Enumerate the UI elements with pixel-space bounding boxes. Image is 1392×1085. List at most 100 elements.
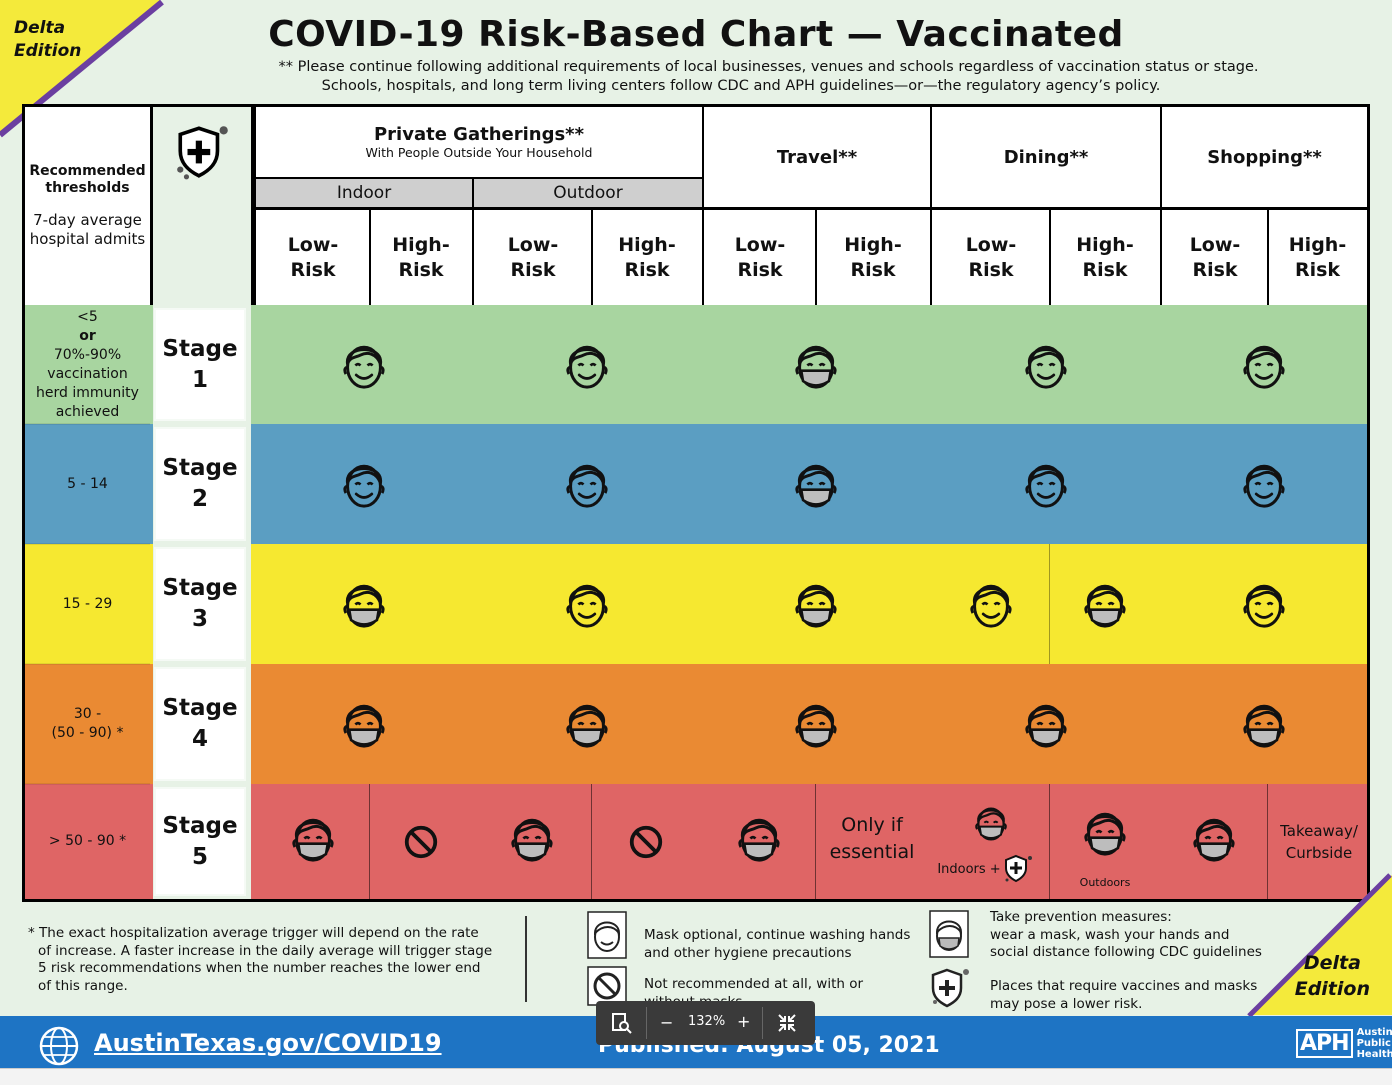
icon-cell: [1079, 803, 1131, 860]
legend-line: Mask optional, continue washing hands: [644, 927, 911, 943]
threshold-line: (50 - 90) *: [51, 725, 124, 741]
masked-face-icon: [795, 465, 837, 509]
aph-name: Austin Public Health: [1357, 1027, 1392, 1060]
indoor-header: Indoor: [256, 177, 472, 207]
icon-cell: [790, 575, 842, 632]
pdf-zoom-toolbar: − 132% +: [596, 1001, 815, 1045]
high-risk-header: High- Risk: [1050, 210, 1160, 305]
risk-header-line: Risk: [510, 258, 556, 281]
zoom-out-button[interactable]: −: [660, 1013, 674, 1032]
high-risk-header: High- Risk: [816, 210, 930, 305]
smiling-face-icon: [1025, 465, 1067, 509]
legend-line: may pose a lower risk.: [990, 995, 1143, 1012]
risk-header-line: Low-: [1189, 233, 1241, 256]
globe-icon: [39, 1026, 79, 1066]
covid19-website-link[interactable]: AustinTexas.gov/COVID19: [94, 1029, 442, 1057]
high-risk-header: High- Risk: [592, 210, 702, 305]
cell-text-line: Indoors +: [937, 862, 1001, 877]
fit-screen-icon[interactable]: [776, 1012, 798, 1038]
risk-header-line: Risk: [624, 258, 670, 281]
shield-plus-icon: [1005, 854, 1032, 883]
private-gatherings-subtitle: With People Outside Your Household: [365, 145, 593, 160]
risk-header-line: High-: [1288, 233, 1347, 256]
private-gatherings-header: Private Gatherings** With People Outside…: [256, 107, 702, 177]
shield-plus-icon: [177, 126, 228, 180]
risk-header-line: Risk: [1082, 258, 1128, 281]
cell-text: Takeaway/Curbside: [1270, 820, 1368, 864]
delta-edition-badge: Delta Edition: [14, 17, 81, 63]
guidelines-note: Schools, hospitals, and long term living…: [321, 78, 1161, 94]
shield-header: [153, 107, 253, 305]
stage-threshold: 30 - (50 - 90) *: [25, 664, 150, 784]
threshold-line: 5 - 14: [67, 475, 108, 492]
smiling-face-icon: [970, 585, 1012, 629]
risk-header-line: Risk: [737, 258, 783, 281]
legend-mask-optional: Mask optional, continue washing hands an…: [644, 927, 910, 962]
icon-cell: [965, 575, 1017, 632]
header-line: thresholds: [45, 180, 130, 196]
aph-line: Health: [1356, 1049, 1392, 1060]
page-title: COVID-19 Risk-Based Chart — Vaccinated: [268, 14, 1124, 55]
high-risk-header: High- Risk: [1268, 210, 1367, 305]
header-line: Recommended: [29, 163, 146, 179]
divider: [1049, 784, 1050, 899]
smiling-face-icon: [566, 585, 608, 629]
footer-divider: [525, 916, 527, 1002]
page-fit-icon[interactable]: [610, 1012, 632, 1034]
risk-header-line: High-: [844, 233, 902, 256]
stage-1-label: Stage 1: [154, 308, 246, 421]
icon-cell: [1238, 336, 1290, 393]
divider: [25, 423, 150, 425]
risk-header-line: Risk: [850, 258, 896, 281]
masked-face-icon: [1025, 705, 1067, 749]
stage-label-line: 3: [191, 606, 208, 632]
threshold-line: achieved: [55, 403, 120, 420]
cell-text-line: Takeaway/: [1280, 822, 1358, 840]
divider: [25, 663, 150, 665]
icon-cell: [338, 336, 390, 393]
risk-header-line: Low-: [965, 233, 1017, 256]
legend-prevention: Take prevention measures: wear a mask, w…: [990, 909, 1262, 962]
smiling-face-icon: [1025, 345, 1067, 389]
cell-text-line: essential: [829, 841, 915, 863]
stage-3-label: Stage 3: [154, 547, 246, 661]
divider: [1049, 544, 1050, 664]
shopping-header: Shopping**: [1207, 146, 1322, 168]
cell-text-line: Outdoors: [1079, 876, 1131, 889]
low-risk-header: Low- Risk: [932, 210, 1050, 305]
divider: [25, 783, 150, 785]
masked-face-icon: [1193, 818, 1235, 862]
masked-face-icon: [511, 818, 553, 862]
masked-face-icon: [738, 818, 780, 862]
zoom-in-button[interactable]: +: [737, 1012, 751, 1031]
risk-header-line: Risk: [398, 258, 444, 281]
threshold-line: vaccination: [47, 365, 128, 382]
masked-face-icon: [292, 818, 334, 862]
risk-header-line: Risk: [1192, 258, 1238, 281]
smiling-face-icon: [566, 345, 608, 389]
badge-line: Delta: [14, 18, 66, 38]
icon-cell: [561, 575, 613, 632]
stage-threshold: 15 - 29: [25, 544, 150, 664]
smiling-face-icon: [343, 345, 385, 389]
icon-cell: [790, 455, 842, 512]
browser-taskbar: [0, 1068, 1392, 1085]
masked-face-icon: [566, 705, 608, 749]
risk-header-line: Low-: [507, 233, 559, 256]
threshold-line: or: [79, 327, 96, 344]
icon-cell: [627, 823, 665, 861]
mask-optional-face-icon: [587, 911, 627, 959]
risk-chart-grid: Recommended thresholds 7-day average hos…: [22, 104, 1370, 902]
legend-line: Not recommended at all, with or: [644, 976, 864, 992]
icon-cell: [1020, 695, 1072, 752]
header-line: 7-day average: [33, 211, 142, 229]
low-risk-header: Low- Risk: [1162, 210, 1268, 305]
stage-label-line: 5: [191, 843, 208, 870]
masked-face-icon: [1243, 705, 1285, 749]
stage-label-line: Stage: [162, 455, 238, 481]
badge-line: Edition: [14, 41, 82, 61]
threshold-line: 30 -: [73, 706, 102, 722]
legend-line: and other hygiene precautions: [644, 944, 852, 961]
risk-header-line: Risk: [968, 258, 1014, 281]
divider: [1267, 784, 1268, 899]
